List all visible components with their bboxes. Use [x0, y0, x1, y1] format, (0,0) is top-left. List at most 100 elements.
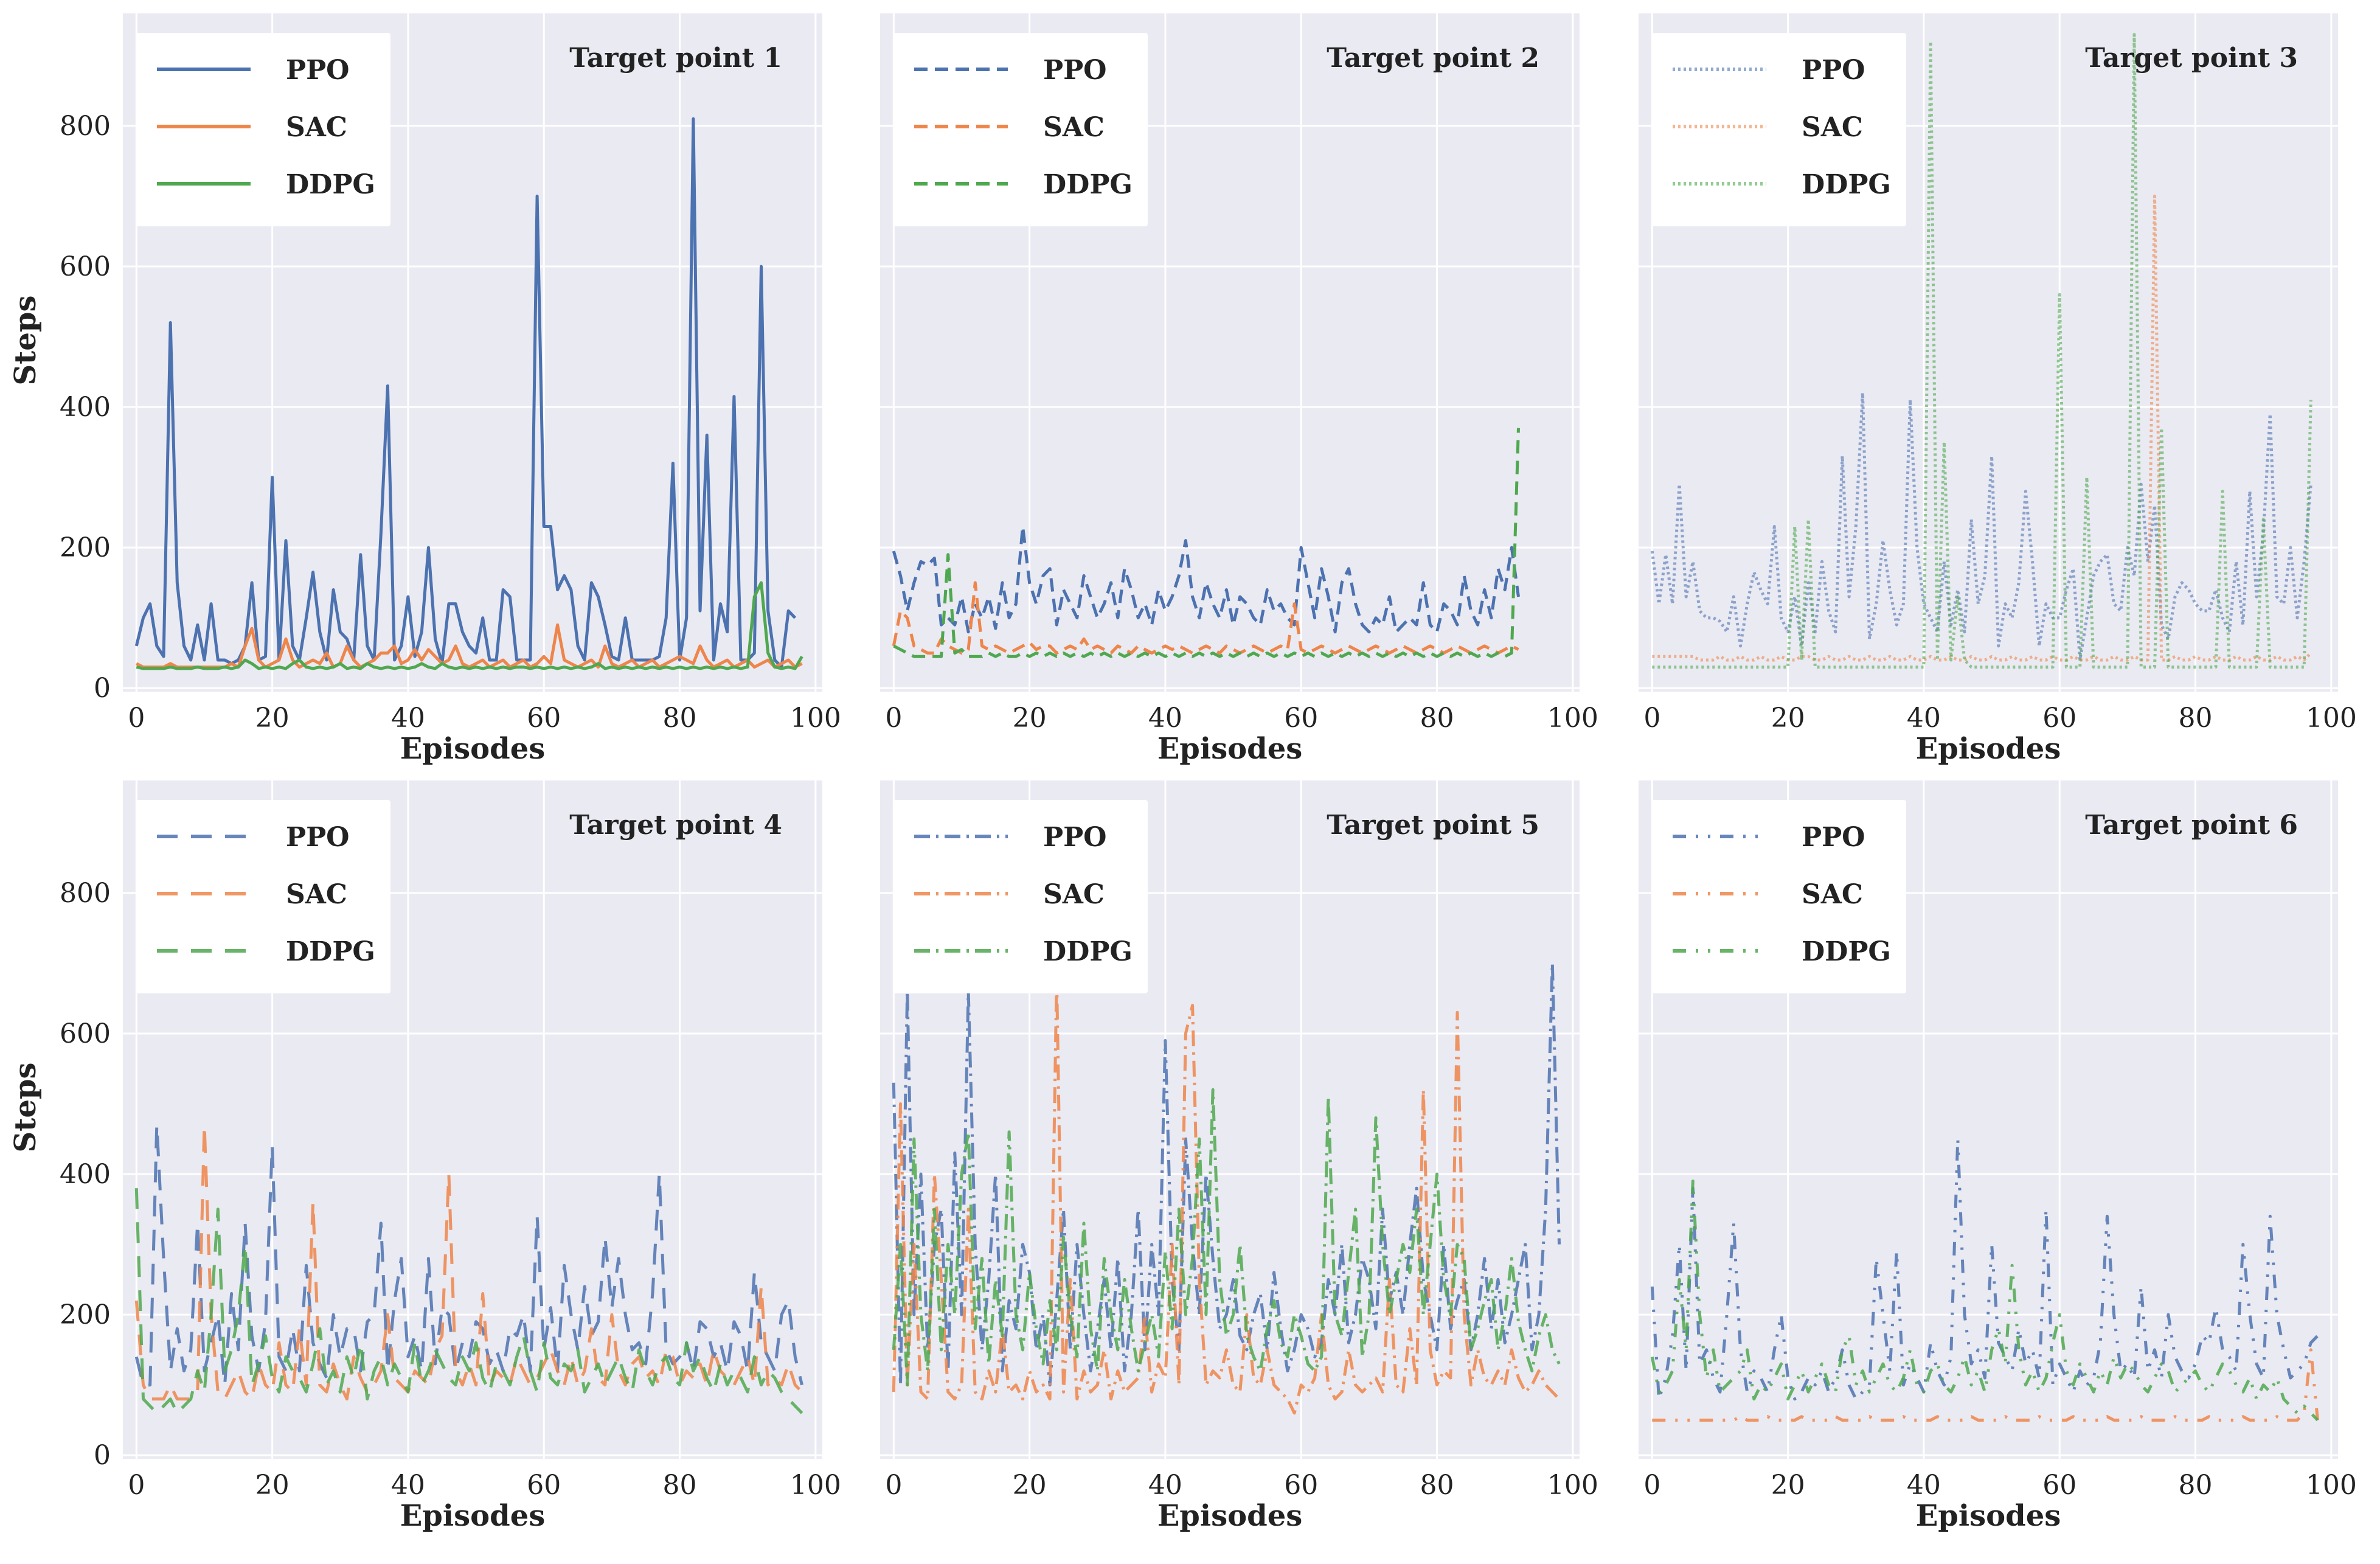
- x-tick-label: 60: [527, 703, 561, 734]
- panel-5: 0 20 40 60 80 100 Episodes Target point 5 PPO SAC…: [880, 780, 1598, 1533]
- y-tick-label: 0: [94, 673, 111, 704]
- legend-box: [1652, 800, 1906, 993]
- legend-label-ppo: PPO: [286, 822, 350, 853]
- panel-title: Target point 2: [1327, 43, 1539, 74]
- x-tick-label: 40: [391, 703, 425, 734]
- x-tick-label: 100: [1547, 1470, 1598, 1501]
- x-tick-label: 60: [527, 1470, 561, 1501]
- series-line-ppo: [1650, 391, 2312, 662]
- x-tick-label: 40: [1907, 703, 1941, 734]
- x-tick-label: 100: [2306, 703, 2357, 734]
- legend: PPO SAC DDPG: [1652, 800, 1906, 993]
- series-line-sac: [1652, 194, 2312, 662]
- x-axis-label: Episodes: [1157, 732, 1303, 766]
- series-line-ppo: [892, 961, 1561, 1387]
- x-tick-label: 60: [1284, 703, 1318, 734]
- x-axis-label: Episodes: [1157, 1499, 1303, 1533]
- x-tick-label: 80: [2179, 1470, 2213, 1501]
- panel-2: 0 20 40 60 80 100 Episodes Target point 2 PPO SAC…: [880, 13, 1598, 766]
- series-line-ddpg: [1652, 33, 2312, 669]
- series-line-sac: [892, 976, 1561, 1415]
- legend: PPO SAC DDPG: [1652, 33, 1906, 226]
- x-tick-label: 60: [2042, 1470, 2076, 1501]
- series-line-ppo: [134, 117, 797, 669]
- legend-label-sac: SAC: [1043, 879, 1105, 910]
- panel-title: Target point 4: [569, 810, 782, 841]
- y-tick-label: 800: [60, 878, 111, 909]
- legend-label-ppo: PPO: [1043, 822, 1107, 853]
- x-tick-label: 40: [391, 1470, 425, 1501]
- x-tick-label: 80: [663, 703, 697, 734]
- series-line-ddpg: [134, 1188, 803, 1415]
- legend-label-ppo: PPO: [286, 55, 350, 86]
- y-tick-label: 0: [94, 1440, 111, 1471]
- x-axis-label: Episodes: [1916, 1499, 2061, 1533]
- legend-box: [1652, 33, 1906, 226]
- x-tick-label: 20: [1013, 703, 1047, 734]
- x-tick-label: 20: [1013, 1470, 1047, 1501]
- x-tick-label: 100: [790, 703, 841, 734]
- y-tick-label: 600: [60, 251, 111, 282]
- legend: PPO SAC DDPG: [136, 800, 390, 993]
- x-tick-label: 40: [1907, 1470, 1941, 1501]
- x-tick-label: 20: [1771, 703, 1805, 734]
- legend-label-ppo: PPO: [1802, 822, 1865, 853]
- x-axis-label: Episodes: [400, 1499, 546, 1533]
- y-tick-label: 400: [60, 1159, 111, 1190]
- panel-title: Target point 1: [569, 43, 782, 74]
- x-tick-label: 80: [1420, 1470, 1454, 1501]
- series-line-ddpg: [892, 1088, 1561, 1387]
- legend-label-ddpg: DDPG: [1043, 169, 1133, 200]
- series-line-ddpg: [893, 428, 1520, 658]
- legend-label-ppo: PPO: [1802, 55, 1865, 86]
- y-tick-label: 200: [60, 532, 111, 563]
- panel-1: 0 20 40 60 80 100 0 200 400 600 800 Episodes Steps Ta…: [9, 13, 841, 766]
- series-line-ppo: [892, 525, 1520, 634]
- x-tick-label: 20: [1771, 1470, 1805, 1501]
- x-tick-label: 80: [663, 1470, 697, 1501]
- panel-4: 0 20 40 60 80 100 0 200 400 600 800 Episodes Steps Ta…: [9, 780, 841, 1533]
- x-tick-label: 60: [1284, 1470, 1318, 1501]
- series-line-ddpg: [136, 581, 803, 670]
- x-tick-label: 60: [2042, 703, 2076, 734]
- legend-label-ddpg: DDPG: [1802, 169, 1891, 200]
- legend-label-ddpg: DDPG: [1802, 936, 1891, 967]
- x-tick-label: 20: [255, 703, 290, 734]
- series-line-ppo: [1650, 1137, 2319, 1401]
- y-tick-label: 800: [60, 111, 111, 142]
- legend-box: [136, 800, 390, 993]
- legend-label-ddpg: DDPG: [286, 936, 375, 967]
- x-tick-label: 80: [1420, 703, 1454, 734]
- y-tick-label: 200: [60, 1299, 111, 1330]
- x-tick-label: 100: [790, 1470, 841, 1501]
- x-tick-label: 100: [1547, 703, 1598, 734]
- legend-label-sac: SAC: [286, 879, 347, 910]
- legend-label-sac: SAC: [1802, 112, 1863, 143]
- x-tick-label: 100: [2306, 1470, 2357, 1501]
- panel-title: Target point 6: [2085, 810, 2298, 841]
- legend-box: [136, 33, 390, 226]
- x-tick-label: 0: [885, 1470, 902, 1501]
- y-axis-label: Steps: [9, 296, 43, 386]
- legend: PPO SAC DDPG: [136, 33, 390, 226]
- x-tick-label: 20: [255, 1470, 290, 1501]
- legend-label-sac: SAC: [1043, 112, 1105, 143]
- x-axis-label: Episodes: [1916, 732, 2061, 766]
- x-axis-label: Episodes: [400, 732, 546, 766]
- y-tick-label: 600: [60, 1018, 111, 1049]
- series-line-sac: [134, 1123, 803, 1401]
- legend-box: [893, 33, 1148, 226]
- legend-label-ddpg: DDPG: [1043, 936, 1133, 967]
- panel-3: 0 20 40 60 80 100 Episodes Target point 3 PPO SAC…: [1639, 13, 2357, 766]
- x-tick-label: 0: [128, 1470, 145, 1501]
- x-tick-label: 0: [128, 703, 145, 734]
- legend-label-sac: SAC: [1802, 879, 1863, 910]
- y-tick-label: 400: [60, 392, 111, 423]
- legend-label-ppo: PPO: [1043, 55, 1107, 86]
- x-tick-label: 0: [1643, 1470, 1660, 1501]
- x-tick-label: 40: [1148, 703, 1182, 734]
- legend-box: [893, 800, 1148, 993]
- x-tick-label: 0: [885, 703, 902, 734]
- legend-label-ddpg: DDPG: [286, 169, 375, 200]
